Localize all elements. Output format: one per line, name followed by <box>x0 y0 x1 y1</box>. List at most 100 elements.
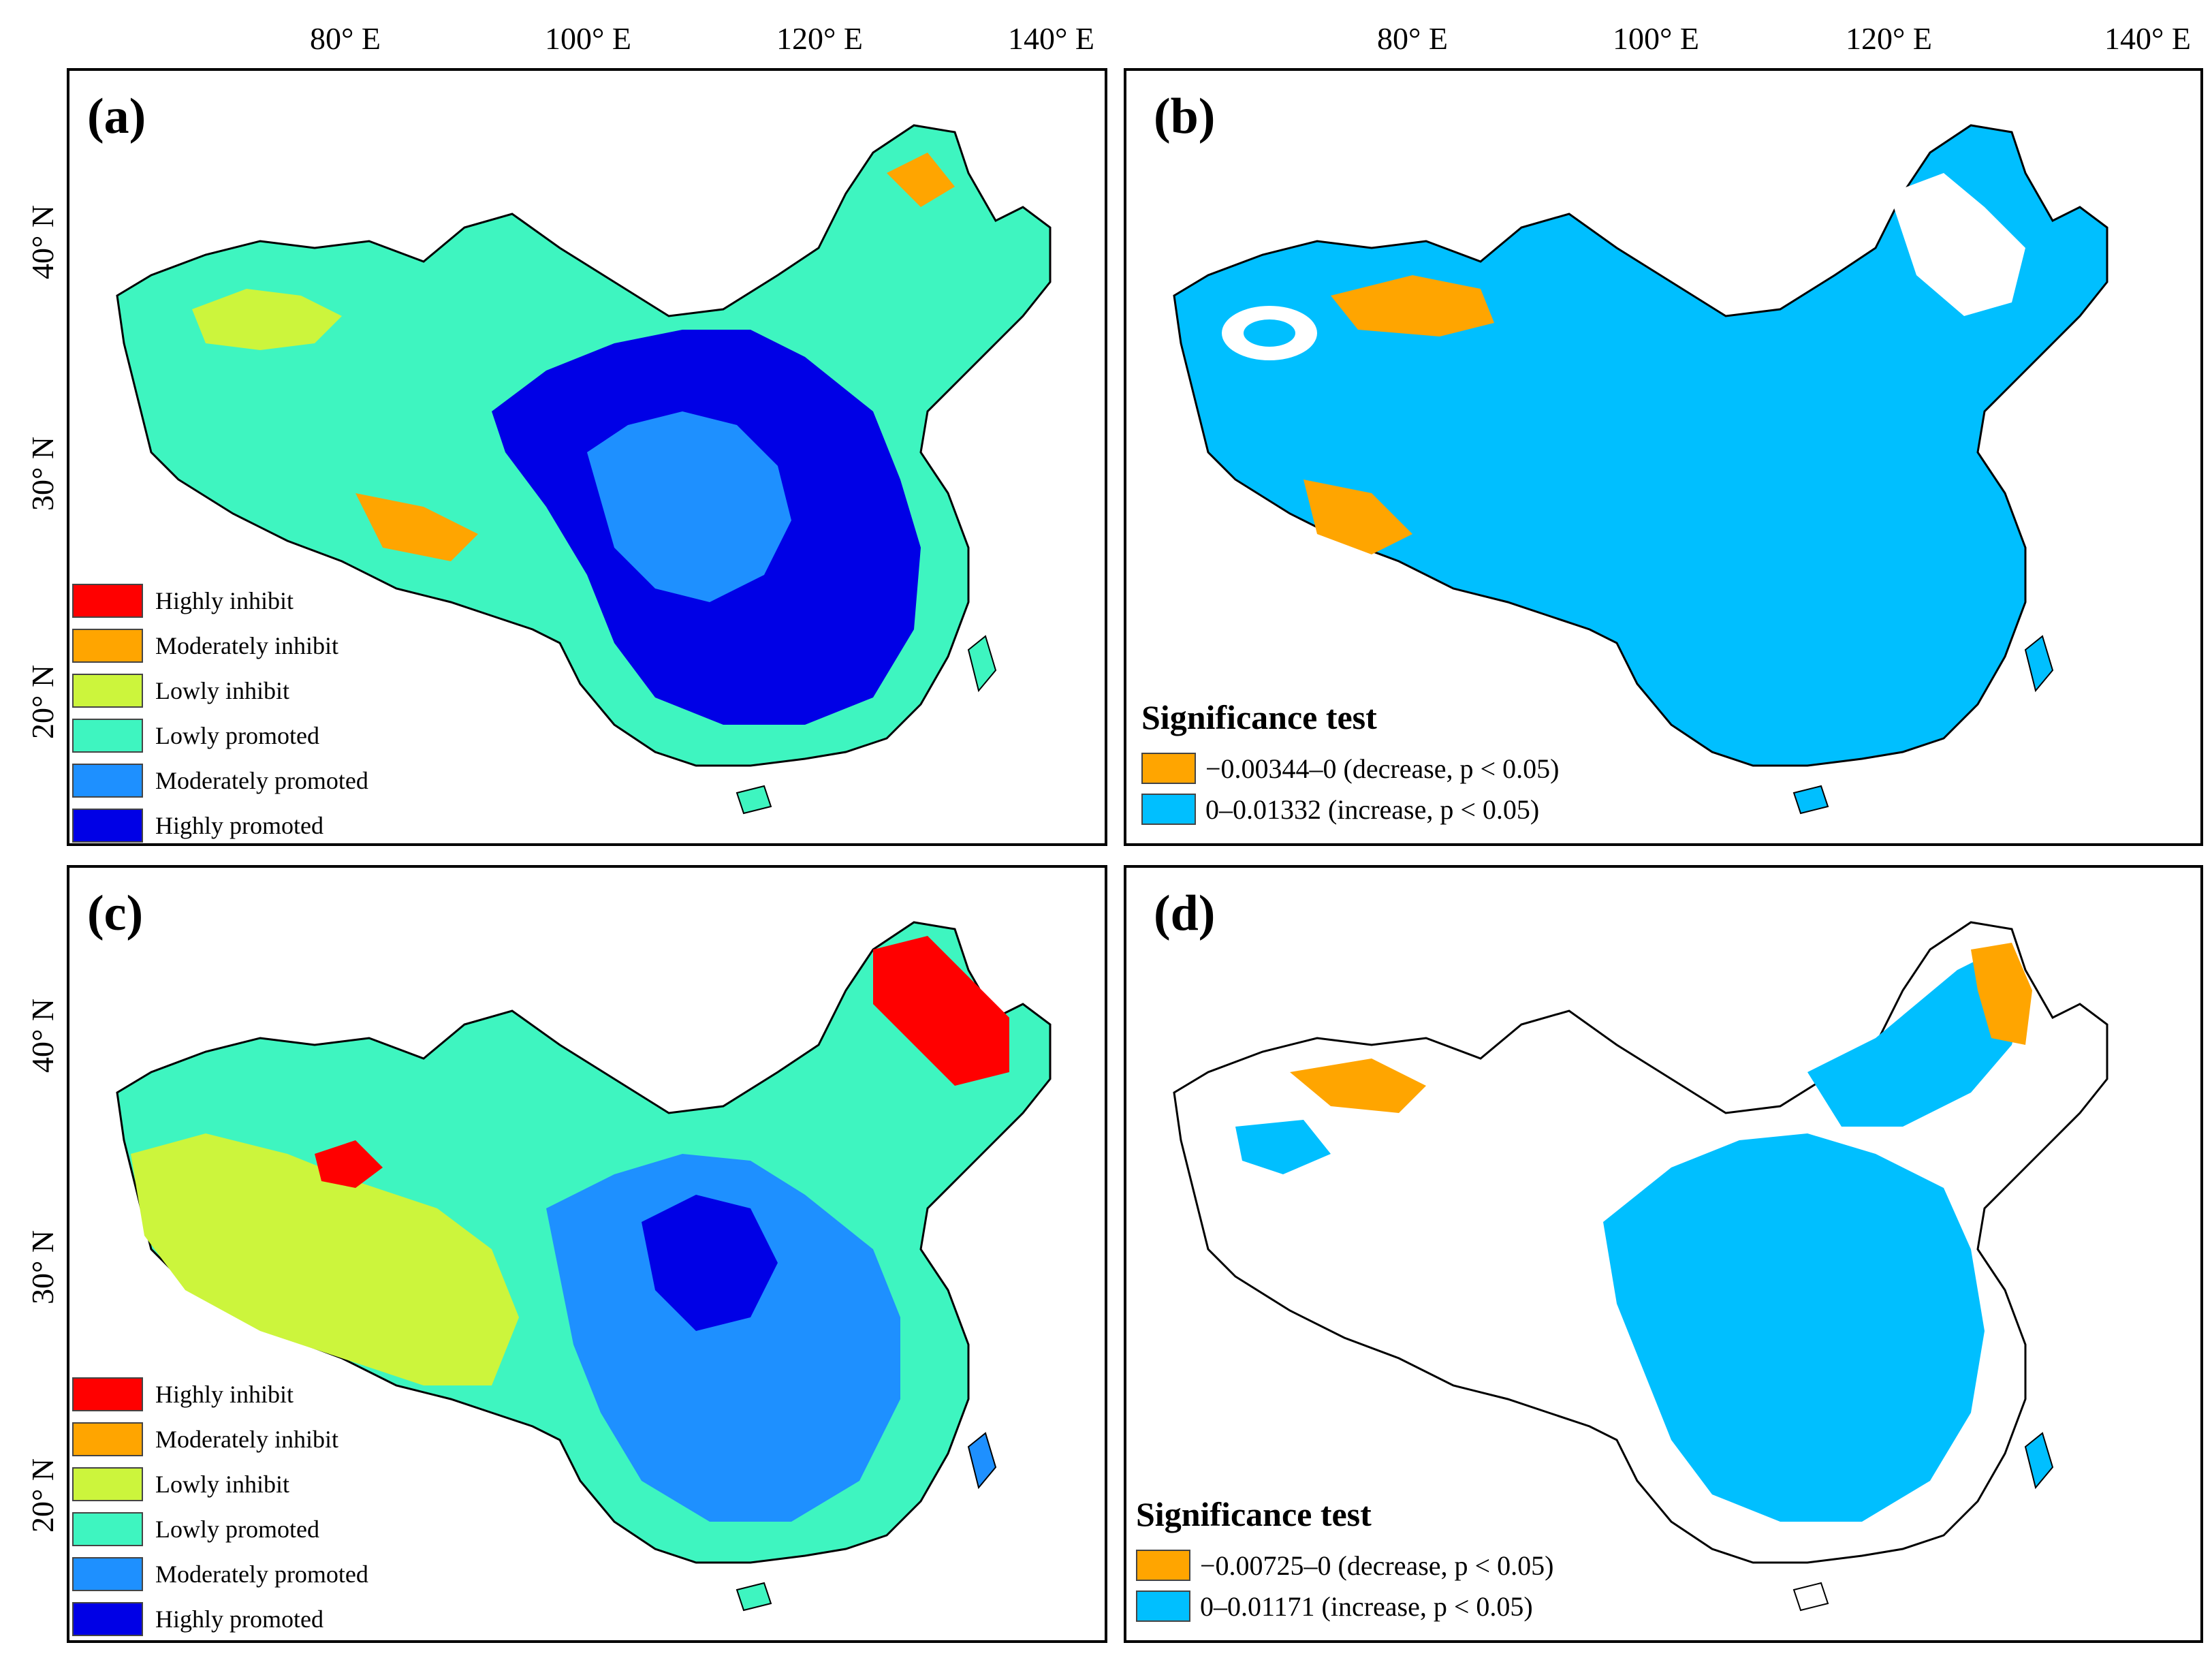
legend-item: Highly promoted <box>72 1597 368 1640</box>
lon-label-120e-left: 120° E <box>776 21 863 56</box>
lat-label-40n-bottom: 40° N <box>25 998 60 1073</box>
legend-swatch <box>72 1422 143 1456</box>
legend-b: Significance test −0.00344–0 (decrease, … <box>1141 698 1559 830</box>
legend-swatch <box>72 674 143 708</box>
lon-label-100e-left: 100° E <box>545 21 631 56</box>
lon-label-120e-right: 120° E <box>1846 21 1932 56</box>
panel-c: (c) Highly inhibit Moderately inhibit Lo… <box>67 865 1107 1643</box>
legend-swatch <box>1141 753 1196 784</box>
decrease-area-b-sw <box>1304 480 1412 554</box>
legend-swatch <box>1141 794 1196 825</box>
legend-item: Lowly promoted <box>72 1507 368 1552</box>
legend-label: 0–0.01332 (increase, p < 0.05) <box>1205 794 1540 825</box>
legend-swatch <box>72 584 143 618</box>
panel-label-c: (c) <box>87 885 144 941</box>
legend-swatch <box>72 719 143 753</box>
legend-label: Highly inhibit <box>155 587 294 614</box>
hainan-b <box>1792 785 1829 815</box>
legend-swatch <box>1136 1590 1190 1622</box>
legend-label: Lowly inhibit <box>155 677 289 704</box>
legend-label: Moderately inhibit <box>155 632 338 659</box>
panel-label-d: (d) <box>1154 885 1216 941</box>
legend-label: Moderately promoted <box>155 767 368 794</box>
legend-label: Lowly promoted <box>155 1516 319 1543</box>
legend-swatch <box>72 1377 143 1411</box>
map-b <box>1173 124 2108 815</box>
legend-d: Significance test −0.00725–0 (decrease, … <box>1136 1494 1553 1627</box>
region-moderately-promoted-a <box>587 411 791 602</box>
legend-title-d: Significance test <box>1136 1495 1372 1533</box>
lat-label-20n-top: 20° N <box>25 664 60 739</box>
legend-swatch <box>72 764 143 798</box>
map-d <box>1173 921 2108 1612</box>
legend-swatch <box>72 629 143 663</box>
region-moderately-promoted-c <box>546 1154 900 1522</box>
legend-swatch <box>72 1557 143 1591</box>
legend-label: Lowly inhibit <box>155 1471 289 1498</box>
increase-area-d-ne <box>1807 950 2025 1127</box>
legend-item: Moderately inhibit <box>72 623 368 668</box>
legend-item: Highly promoted <box>72 803 368 843</box>
legend-item: Highly inhibit <box>72 1372 368 1417</box>
legend-item: Lowly promoted <box>72 713 368 758</box>
lat-label-40n-top: 40° N <box>25 204 60 279</box>
legend-item: 0–0.01171 (increase, p < 0.05) <box>1136 1586 1553 1627</box>
lat-label-30n-bottom: 30° N <box>25 1229 60 1304</box>
hainan-d <box>1792 1582 1829 1612</box>
lon-label-100e-right: 100° E <box>1613 21 1699 56</box>
region-moderately-inhibit-a-ne <box>887 153 955 207</box>
legend-swatch <box>72 809 143 843</box>
hainan-c <box>736 1582 772 1612</box>
lon-label-80e-left: 80° E <box>310 21 381 56</box>
legend-label: 0–0.01171 (increase, p < 0.05) <box>1200 1590 1533 1622</box>
legend-label: Lowly promoted <box>155 722 319 749</box>
legend-item: −0.00725–0 (decrease, p < 0.05) <box>1136 1545 1553 1586</box>
legend-item: Lowly inhibit <box>72 668 368 713</box>
taiwan-c <box>967 1432 997 1490</box>
lon-label-140e-right: 140° E <box>2104 21 2191 56</box>
legend-a: Highly inhibit Moderately inhibit Lowly … <box>72 578 368 843</box>
increase-area-d <box>1603 1133 1985 1522</box>
panel-label-a: (a) <box>87 89 146 144</box>
lon-label-80e-right: 80° E <box>1377 21 1448 56</box>
legend-item: Moderately promoted <box>72 1552 368 1597</box>
decrease-area-b <box>1331 275 1494 336</box>
legend-title-b: Significance test <box>1141 698 1377 736</box>
legend-label: Moderately promoted <box>155 1561 368 1588</box>
region-highly-inhibit-c <box>873 936 1009 1086</box>
increase-area-d-nw <box>1235 1120 1331 1174</box>
legend-label: −0.00725–0 (decrease, p < 0.05) <box>1200 1550 1554 1581</box>
legend-item: 0–0.01332 (increase, p < 0.05) <box>1141 789 1559 830</box>
insignificant-area-b-ne <box>1889 173 2025 316</box>
map-c <box>116 921 1052 1612</box>
legend-item: Highly inhibit <box>72 578 368 623</box>
map-a <box>116 124 1052 815</box>
taiwan-b <box>2024 635 2054 693</box>
region-moderately-inhibit-a <box>356 493 478 561</box>
taiwan-a <box>967 635 997 693</box>
legend-c: Highly inhibit Moderately inhibit Lowly … <box>72 1372 368 1640</box>
legend-label: Moderately inhibit <box>155 1426 338 1453</box>
decrease-area-d-nw <box>1290 1059 1426 1113</box>
legend-label: Highly promoted <box>155 1605 323 1633</box>
panel-label-b: (b) <box>1154 89 1216 144</box>
panel-b: (b) Significance test −0.00344–0 (decrea… <box>1124 68 2203 846</box>
legend-item: Moderately inhibit <box>72 1417 368 1462</box>
lon-label-140e-left: 140° E <box>1008 21 1094 56</box>
legend-swatch <box>1136 1550 1190 1581</box>
region-highly-inhibit-c-nw <box>315 1140 383 1188</box>
lat-label-20n-bottom: 20° N <box>25 1458 60 1533</box>
decrease-area-d-ne <box>1971 943 2032 1045</box>
region-lowly-inhibit-a <box>192 289 342 350</box>
legend-label: Highly inhibit <box>155 1381 294 1408</box>
lat-label-30n-top: 30° N <box>25 436 60 511</box>
region-lowly-inhibit-c <box>131 1133 519 1385</box>
legend-label: Highly promoted <box>155 812 323 839</box>
legend-swatch <box>72 1602 143 1636</box>
legend-label: −0.00344–0 (decrease, p < 0.05) <box>1205 753 1560 784</box>
legend-item: Moderately promoted <box>72 758 368 803</box>
legend-swatch <box>72 1467 143 1501</box>
legend-item: Lowly inhibit <box>72 1462 368 1507</box>
inner-area-b <box>1244 319 1295 347</box>
legend-item: −0.00344–0 (decrease, p < 0.05) <box>1141 748 1559 789</box>
